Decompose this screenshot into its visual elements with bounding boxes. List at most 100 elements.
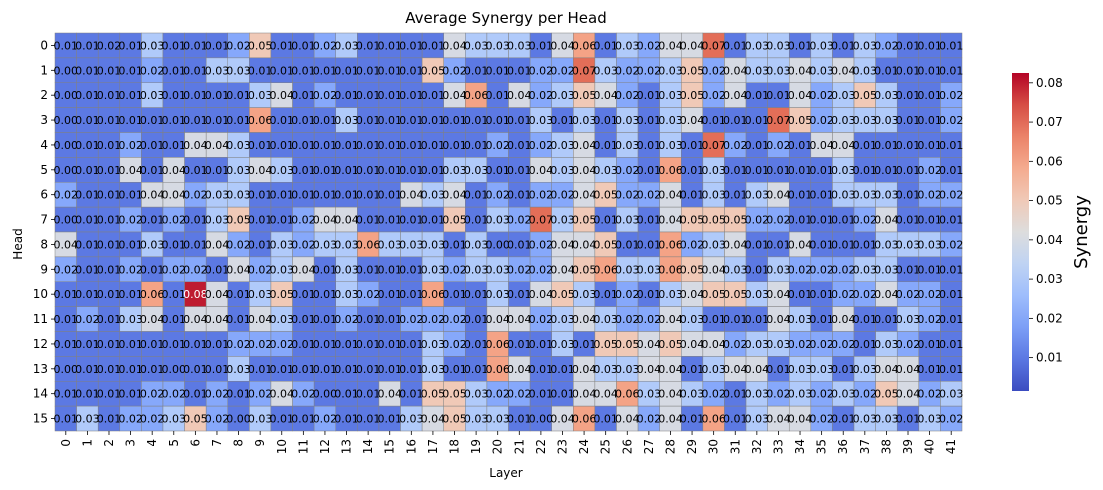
cell-value-label: 0.01 xyxy=(399,64,424,77)
cell-value-label: 0.01 xyxy=(183,214,208,227)
cell-value-label: 0.03 xyxy=(917,238,942,251)
cell-value-label: 0.01 xyxy=(54,313,79,326)
cell-value-label: 0.03 xyxy=(399,238,424,251)
cell-value-label: 0.02 xyxy=(485,139,510,152)
x-tick-label: 11 xyxy=(296,439,310,454)
cell-value-label: 0.03 xyxy=(550,313,575,326)
cell-value-label: 0.04 xyxy=(723,89,748,102)
cell-value-label: 0.01 xyxy=(313,114,338,127)
x-tick-label: 39 xyxy=(901,439,915,454)
cell-value-label: 0.03 xyxy=(507,39,532,52)
cell-value-label: 0.01 xyxy=(399,263,424,276)
cell-value-label: 0.03 xyxy=(140,39,165,52)
cell-value-label: 0.01 xyxy=(334,64,359,77)
cell-value-label: 0.02 xyxy=(507,263,532,276)
x-tick-label: 13 xyxy=(340,439,354,454)
cell-value-label: 0.03 xyxy=(723,263,748,276)
cell-value-label: 0.04 xyxy=(637,338,662,351)
cell-value-label: 0.03 xyxy=(118,313,143,326)
cell-value-label: 0.01 xyxy=(939,288,964,301)
cell-value-label: 0.01 xyxy=(896,139,921,152)
x-tick-label: 26 xyxy=(620,439,634,454)
x-tick-label: 18 xyxy=(448,439,462,454)
cell-value-label: 0.04 xyxy=(680,39,705,52)
cell-value-label: 0.05 xyxy=(550,288,575,301)
cell-value-label: 0.02 xyxy=(529,64,554,77)
cell-value-label: 0.02 xyxy=(939,114,964,127)
cell-value-label: 0.04 xyxy=(701,338,726,351)
cell-value-label: 0.01 xyxy=(162,313,187,326)
cell-value-label: 0.01 xyxy=(118,363,143,376)
cell-value-label: 0.01 xyxy=(593,288,618,301)
cell-value-label: 0.02 xyxy=(118,214,143,227)
cell-value-label: 0.05 xyxy=(248,39,273,52)
cell-value-label: 0.01 xyxy=(939,39,964,52)
cell-value-label: 0.01 xyxy=(291,114,316,127)
cell-value-label: 0.02 xyxy=(442,64,467,77)
cell-value-label: 0.01 xyxy=(917,263,942,276)
cell-value-label: 0.01 xyxy=(421,139,446,152)
cell-value-label: 0.03 xyxy=(485,214,510,227)
cell-value-label: 0.01 xyxy=(118,338,143,351)
cell-value-label: 0.03 xyxy=(745,288,770,301)
cell-value-label: 0.03 xyxy=(529,114,554,127)
cell-value-label: 0.01 xyxy=(248,363,273,376)
cell-value-label: 0.02 xyxy=(809,263,834,276)
cell-value-label: 0.01 xyxy=(766,238,791,251)
colorbar-ticks: 0.01 0.02 0.03 0.04 0.05 0.06 0.07 0.08 xyxy=(1029,76,1063,365)
cell-value-label: 0.05 xyxy=(680,89,705,102)
cell-value-label: 0.01 xyxy=(377,114,402,127)
cell-value-label: 0.02 xyxy=(637,313,662,326)
cell-value-label: 0.03 xyxy=(853,189,878,202)
cell-value-label: 0.03 xyxy=(421,338,446,351)
cell-value-label: 0.02 xyxy=(162,214,187,227)
cell-value-label: 0.08 xyxy=(183,288,208,301)
cell-value-label: 0.03 xyxy=(270,238,295,251)
cell-value-label: 0.04 xyxy=(507,313,532,326)
cell-value-label: 0.01 xyxy=(118,89,143,102)
cell-value-label: 0.01 xyxy=(248,189,273,202)
cell-value-label: 0.02 xyxy=(615,313,640,326)
cell-value-label: 0.02 xyxy=(183,263,208,276)
cell-value-label: 0.01 xyxy=(507,139,532,152)
cell-value-label: 0.01 xyxy=(939,363,964,376)
cell-value-label: 0.01 xyxy=(485,64,510,77)
cell-value-label: 0.01 xyxy=(766,164,791,177)
cell-value-label: 0.01 xyxy=(183,114,208,127)
cell-value-label: 0.05 xyxy=(572,263,597,276)
cell-value-label: 0.06 xyxy=(658,263,683,276)
colorbar-tick-label: 0.03 xyxy=(1036,272,1063,286)
cell-value-label: 0.03 xyxy=(485,288,510,301)
x-tick-label: 8 xyxy=(232,439,246,447)
cell-value-label: 0.01 xyxy=(485,164,510,177)
cell-value-label: 0.01 xyxy=(464,313,489,326)
cell-value-label: 0.03 xyxy=(615,39,640,52)
cell-value-label: 0.01 xyxy=(917,338,942,351)
cell-value-label: 0.02 xyxy=(615,288,640,301)
y-tick-label: 4 xyxy=(40,138,48,152)
cell-value-label: 0.04 xyxy=(140,189,165,202)
cell-value-label: 0.03 xyxy=(485,39,510,52)
cell-value-label: 0.01 xyxy=(54,288,79,301)
x-tick-label: 27 xyxy=(642,439,656,454)
colorbar-tick-label: 0.04 xyxy=(1036,233,1063,247)
x-tick-label: 9 xyxy=(253,439,267,447)
cell-value-label: 0.02 xyxy=(615,89,640,102)
cell-value-label: 0.01 xyxy=(809,214,834,227)
cell-value-label: 0.01 xyxy=(356,338,381,351)
x-axis-ticks: 0 1 2 3 4 5 6 7 8 9 10 11 12 13 14 15 16 17 18 19 20 21 22 23 24… xyxy=(59,431,958,454)
cell-value-label: 0.01 xyxy=(507,338,532,351)
cell-value-label: 0.01 xyxy=(226,89,251,102)
cell-value-label: 0.04 xyxy=(550,238,575,251)
cell-value-label: 0.04 xyxy=(529,288,554,301)
cell-value-label: 0.01 xyxy=(399,39,424,52)
cell-value-label: 0.02 xyxy=(917,288,942,301)
cell-value-label: 0.01 xyxy=(291,338,316,351)
cell-value-label: 0.03 xyxy=(248,288,273,301)
cell-value-label: 0.01 xyxy=(248,214,273,227)
cell-value-label: 0.04 xyxy=(593,89,618,102)
x-tick-label: 1 xyxy=(80,439,94,447)
cell-value-label: 0.01 xyxy=(572,338,597,351)
cell-value-label: 0.01 xyxy=(377,64,402,77)
